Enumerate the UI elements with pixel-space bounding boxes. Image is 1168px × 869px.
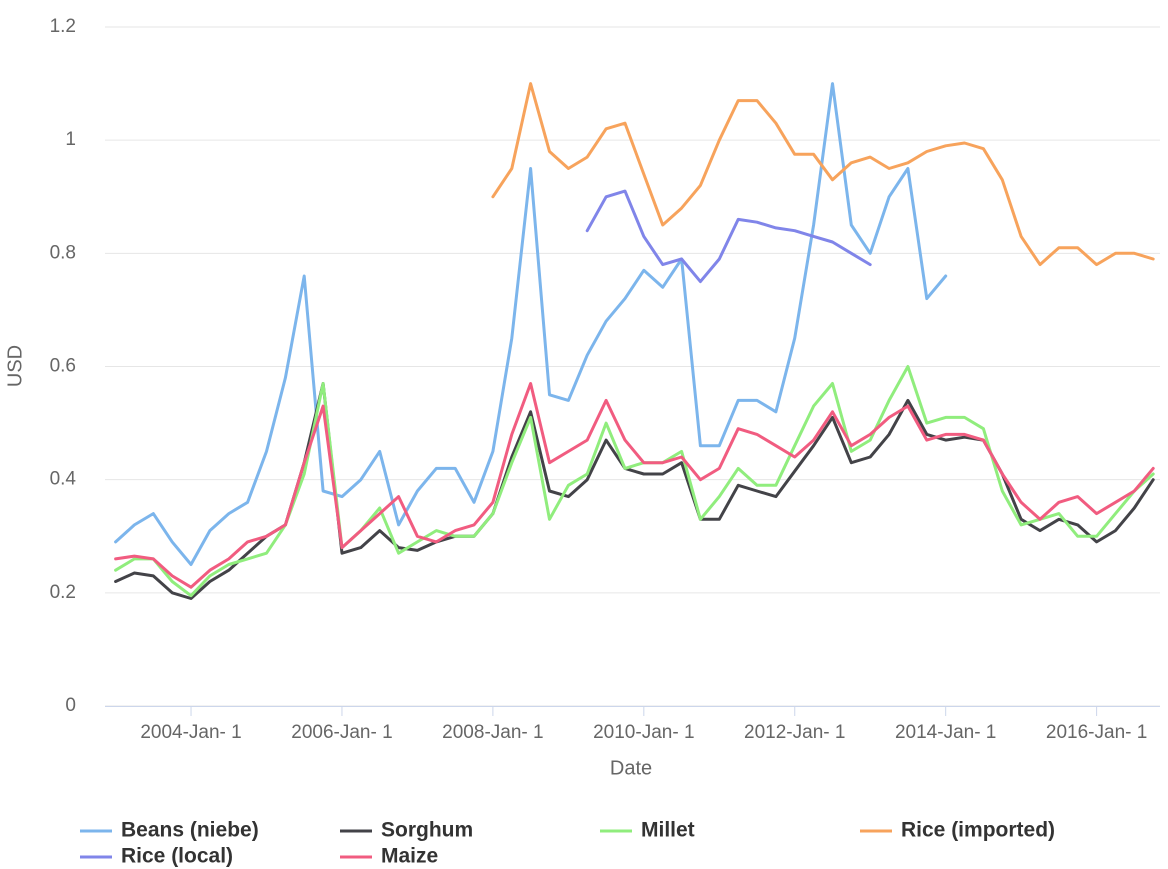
x-tick-label: 2004-Jan- 1 bbox=[140, 722, 241, 743]
x-axis-title: Date bbox=[610, 757, 652, 779]
series-line bbox=[114, 382, 1155, 600]
legend-label: Beans (niebe) bbox=[121, 819, 259, 842]
legend-label: Rice (imported) bbox=[901, 819, 1055, 842]
y-tick-label: 1 bbox=[65, 129, 76, 150]
series-line bbox=[491, 82, 1155, 267]
legend-label: Millet bbox=[641, 819, 695, 842]
series-line bbox=[114, 365, 1155, 598]
x-tick-label: 2016-Jan- 1 bbox=[1046, 722, 1147, 743]
legend-label: Sorghum bbox=[381, 819, 473, 842]
legend-label: Rice (local) bbox=[121, 845, 233, 868]
y-tick-label: 0.6 bbox=[50, 356, 76, 377]
x-tick-label: 2012-Jan- 1 bbox=[744, 722, 845, 743]
y-tick-label: 0.4 bbox=[50, 469, 77, 490]
x-tick-label: 2014-Jan- 1 bbox=[895, 722, 996, 743]
series-line bbox=[114, 82, 948, 566]
y-tick-label: 0 bbox=[65, 695, 76, 716]
y-tick-label: 0.2 bbox=[50, 582, 76, 603]
series-line bbox=[114, 382, 1155, 589]
y-tick-label: 0.8 bbox=[50, 242, 76, 263]
x-tick-label: 2010-Jan- 1 bbox=[593, 722, 694, 743]
series-line bbox=[585, 189, 872, 284]
x-tick-label: 2006-Jan- 1 bbox=[291, 722, 392, 743]
x-tick-label: 2008-Jan- 1 bbox=[442, 722, 543, 743]
legend-label: Maize bbox=[381, 845, 438, 868]
y-tick-label: 1.2 bbox=[50, 16, 76, 37]
y-axis-title: USD bbox=[4, 345, 26, 387]
